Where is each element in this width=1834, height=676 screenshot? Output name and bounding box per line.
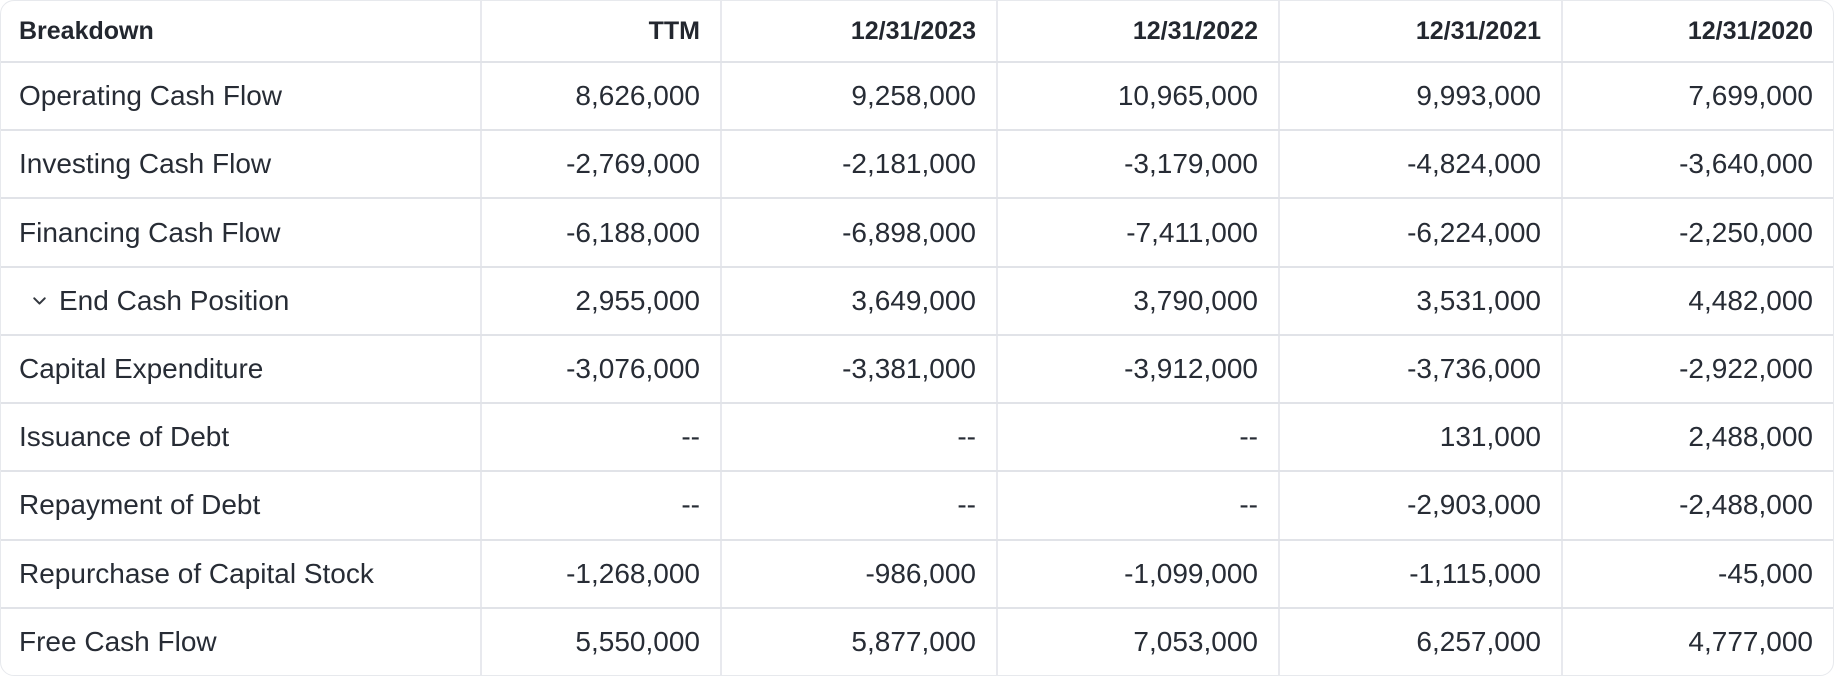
cell-value: -7,411,000 — [998, 199, 1280, 266]
cell-value: -- — [998, 472, 1280, 539]
column-header-12-31-2022: 12/31/2022 — [998, 1, 1280, 61]
cell-value: 4,482,000 — [1688, 284, 1813, 316]
cell-value: -6,188,000 — [482, 199, 722, 266]
cell-value: 4,777,000 — [1688, 625, 1813, 657]
cell-value: -4,824,000 — [1280, 131, 1563, 198]
table-row-free-cash-flow: Free Cash Flow 5,550,000 5,877,000 7,053… — [1, 606, 1833, 675]
cell-value: 131,000 — [1280, 404, 1563, 471]
table-row-capital-expenditure: Capital Expenditure -3,076,000 -3,381,00… — [1, 333, 1833, 403]
column-header-12-31-2020: 12/31/2020 — [1687, 16, 1813, 45]
cell-value: -- — [998, 404, 1280, 471]
cell-value: 6,257,000 — [1280, 608, 1563, 675]
cell-value: 7,699,000 — [1688, 80, 1813, 112]
cell-value: -3,381,000 — [722, 335, 998, 403]
cell-value: -3,736,000 — [1280, 335, 1563, 403]
cell-value: -2,181,000 — [722, 131, 998, 198]
cell-value: 9,258,000 — [722, 63, 998, 130]
cell-value: 2,955,000 — [482, 267, 722, 334]
table-row-investing-cash-flow: Investing Cash Flow -2,769,000 -2,181,00… — [1, 129, 1833, 198]
row-label: Capital Expenditure — [1, 335, 482, 403]
column-header-12-31-2023: 12/31/2023 — [722, 1, 998, 61]
cell-value: 2,488,000 — [1688, 421, 1813, 453]
table-row-issuance-of-debt: Issuance of Debt -- -- -- 131,000 2,488,… — [1, 402, 1833, 471]
column-header-breakdown: Breakdown — [1, 1, 482, 61]
cell-value: -45,000 — [1718, 557, 1813, 589]
table-row-repayment-of-debt: Repayment of Debt -- -- -- -2,903,000 -2… — [1, 470, 1833, 539]
column-header-12-31-2021: 12/31/2021 — [1280, 1, 1563, 61]
end-cash-position-expand-toggle[interactable]: End Cash Position — [19, 285, 289, 317]
cell-value: -- — [482, 472, 722, 539]
row-label: Investing Cash Flow — [1, 131, 482, 198]
cell-value: 3,531,000 — [1280, 267, 1563, 334]
cell-value: -3,076,000 — [482, 335, 722, 403]
row-label: Financing Cash Flow — [1, 199, 482, 266]
cell-value: 5,550,000 — [482, 608, 722, 675]
cell-value: -3,912,000 — [998, 335, 1280, 403]
cell-value: 3,649,000 — [722, 267, 998, 334]
row-label: Repayment of Debt — [1, 472, 482, 539]
cell-value: -2,769,000 — [482, 131, 722, 198]
cell-value: 8,626,000 — [482, 63, 722, 130]
cell-value: -2,488,000 — [1679, 489, 1813, 521]
cell-value: 5,877,000 — [722, 608, 998, 675]
cell-value: -6,898,000 — [722, 199, 998, 266]
cell-value: -3,640,000 — [1679, 148, 1813, 180]
row-label: Operating Cash Flow — [1, 63, 482, 130]
cell-value: 10,965,000 — [998, 63, 1280, 130]
table-row-operating-cash-flow: Operating Cash Flow 8,626,000 9,258,000 … — [1, 61, 1833, 130]
row-label: Issuance of Debt — [1, 404, 482, 471]
table-row-repurchase-of-capital-stock: Repurchase of Capital Stock -1,268,000 -… — [1, 538, 1833, 607]
row-label: End Cash Position — [59, 284, 290, 316]
cell-value: -2,922,000 — [1679, 352, 1813, 384]
cell-value: 9,993,000 — [1280, 63, 1563, 130]
cell-value: -3,179,000 — [998, 131, 1280, 198]
chevron-down-icon — [29, 290, 50, 311]
cell-value: 3,790,000 — [998, 267, 1280, 334]
cell-value: -- — [482, 404, 722, 471]
cell-value: -6,224,000 — [1280, 199, 1563, 266]
row-label: Repurchase of Capital Stock — [1, 540, 482, 607]
table-row-end-cash-position: End Cash Position 2,955,000 3,649,000 3,… — [1, 265, 1833, 334]
cell-value: -2,250,000 — [1679, 216, 1813, 248]
cell-value: -1,099,000 — [998, 540, 1280, 607]
row-label-cell: End Cash Position — [1, 267, 482, 334]
cell-value: -- — [722, 472, 998, 539]
cell-value: -2,903,000 — [1280, 472, 1563, 539]
cell-value: 7,053,000 — [998, 608, 1280, 675]
cell-value: -1,115,000 — [1280, 540, 1563, 607]
column-header-ttm: TTM — [482, 1, 722, 61]
cell-value: -- — [722, 404, 998, 471]
cell-value: -986,000 — [722, 540, 998, 607]
row-label: Free Cash Flow — [1, 608, 482, 675]
table-row-financing-cash-flow: Financing Cash Flow -6,188,000 -6,898,00… — [1, 197, 1833, 266]
cell-value: -1,268,000 — [482, 540, 722, 607]
table-header-row: Breakdown TTM 12/31/2023 12/31/2022 12/3… — [1, 1, 1833, 61]
